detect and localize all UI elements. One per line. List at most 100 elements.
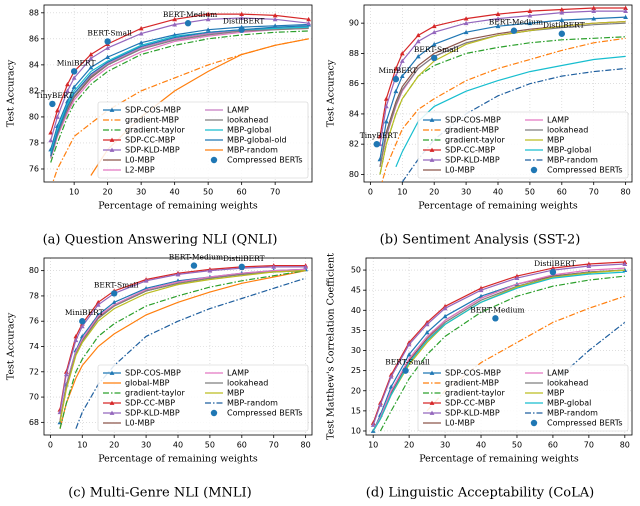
point-label: TinyBERT xyxy=(360,131,398,140)
point-marker xyxy=(559,7,565,12)
legend-marker xyxy=(429,157,435,162)
compressed-bert-point xyxy=(184,20,192,27)
caption: (a) Question Answering NLI (QNLI) xyxy=(43,233,278,248)
x-tick-label: 10 xyxy=(77,441,87,450)
legend-label: MBP-global xyxy=(547,399,591,408)
plot-content xyxy=(377,5,629,182)
point-label: DistilBERT xyxy=(223,254,265,263)
legend-label: MBP xyxy=(547,389,564,398)
panel: 80 82 84 86 88 90 0 10 20 30 40 50 60 70 80 Percentage … xyxy=(326,4,633,248)
series-line xyxy=(59,266,306,413)
point-marker xyxy=(622,267,628,272)
x-axis-label: Percentage of remaining weights xyxy=(419,454,579,465)
x-tick-label: 20 xyxy=(429,188,439,197)
point-marker xyxy=(399,51,405,56)
legend-label: SDP-CC-MBP xyxy=(125,136,175,145)
legend-label: global-MBP xyxy=(125,379,170,388)
point-marker xyxy=(48,137,54,143)
point-marker xyxy=(63,371,69,377)
point-marker xyxy=(239,11,245,17)
legend-label: L0-MBP xyxy=(125,419,155,428)
point-marker xyxy=(478,293,484,299)
point-marker xyxy=(271,264,277,269)
point-marker xyxy=(138,31,144,36)
y-tick-label: 82 xyxy=(29,86,39,95)
legend-label: lookahead xyxy=(547,126,588,135)
point-marker xyxy=(431,23,437,29)
series-line xyxy=(59,268,306,420)
x-tick-label: 20 xyxy=(109,441,119,450)
y-axis-label: Test Accuracy xyxy=(6,59,17,127)
legend-marker xyxy=(109,400,115,405)
legend-label: SDP-COS-MBP xyxy=(445,369,501,378)
legend-marker xyxy=(109,147,115,152)
point-marker xyxy=(424,321,430,327)
point-marker xyxy=(415,38,421,44)
y-axis-label: Test Accuracy xyxy=(326,59,337,127)
legend-label: MBP-global xyxy=(547,146,591,155)
point-marker xyxy=(88,55,94,61)
point-marker xyxy=(591,16,597,21)
legend-marker xyxy=(429,400,435,405)
point-marker xyxy=(73,337,79,343)
x-tick-label: 50 xyxy=(525,188,535,197)
point-marker xyxy=(306,16,312,22)
point-marker xyxy=(306,20,312,26)
point-marker xyxy=(55,108,60,113)
legend-label: SDP-CC-MBP xyxy=(445,146,495,155)
series-line xyxy=(379,275,625,432)
point-label: MiniBERT xyxy=(378,66,417,75)
point-label: BERT-Medium xyxy=(470,305,524,314)
y-tick-label: 80 xyxy=(349,170,359,179)
y-tick-label: 86 xyxy=(29,34,39,43)
legend-label: MBP-random xyxy=(547,409,598,418)
point-marker xyxy=(623,5,629,10)
caption: (b) Sentiment Analysis (SST-2) xyxy=(380,233,581,248)
x-tick-label: 30 xyxy=(141,441,151,450)
point-marker xyxy=(88,65,94,70)
series-line xyxy=(59,270,306,423)
y-tick-label: 76 xyxy=(29,317,39,326)
point-marker xyxy=(431,41,437,47)
x-tick-label: 70 xyxy=(269,441,279,450)
point-marker xyxy=(205,16,211,22)
legend-label: SDP-KLD-MBP xyxy=(445,156,500,165)
y-tick-label: 45 xyxy=(351,286,361,295)
x-tick-label: 30 xyxy=(461,188,471,197)
point-marker xyxy=(623,14,629,20)
panel: 10 15 20 25 30 35 40 45 50 10 20 30 40 50 60 70 80 Percen… xyxy=(326,253,633,501)
point-marker xyxy=(463,16,469,21)
x-tick-label: 60 xyxy=(548,441,558,450)
y-tick-label: 76 xyxy=(29,164,39,173)
point-marker xyxy=(623,8,629,13)
point-marker xyxy=(48,130,54,135)
series-line xyxy=(372,267,625,432)
series-line xyxy=(379,21,626,175)
point-label: MiniBERT xyxy=(57,58,96,67)
legend-label: gradient-MBP xyxy=(125,116,179,125)
legend-marker xyxy=(210,409,218,417)
point-marker xyxy=(591,8,597,13)
x-tick-label: 40 xyxy=(476,441,486,450)
point-label: DistilBERT xyxy=(223,17,265,26)
legend-box xyxy=(417,364,629,432)
y-tick-label: 50 xyxy=(351,266,361,275)
compressed-bert-point xyxy=(392,75,400,83)
point-marker xyxy=(622,261,628,266)
y-tick-label: 40 xyxy=(351,306,361,315)
x-tick-label: 20 xyxy=(103,188,113,197)
series-line xyxy=(381,37,626,182)
point-marker xyxy=(79,323,85,329)
point-marker xyxy=(272,16,278,22)
legend-label: L2-MBP xyxy=(125,166,155,175)
panel: 68 70 72 74 76 78 80 0 10 20 30 40 50 60 70 80 Percentag… xyxy=(6,253,313,501)
compressed-bert-point xyxy=(510,27,518,34)
legend-box xyxy=(417,111,629,179)
point-marker xyxy=(527,13,533,18)
point-label: BERT-Medium xyxy=(163,10,217,19)
point-marker xyxy=(65,88,70,93)
y-tick-label: 84 xyxy=(349,109,359,118)
y-tick-label: 86 xyxy=(349,79,359,88)
point-label: BERT-Small xyxy=(414,45,459,54)
